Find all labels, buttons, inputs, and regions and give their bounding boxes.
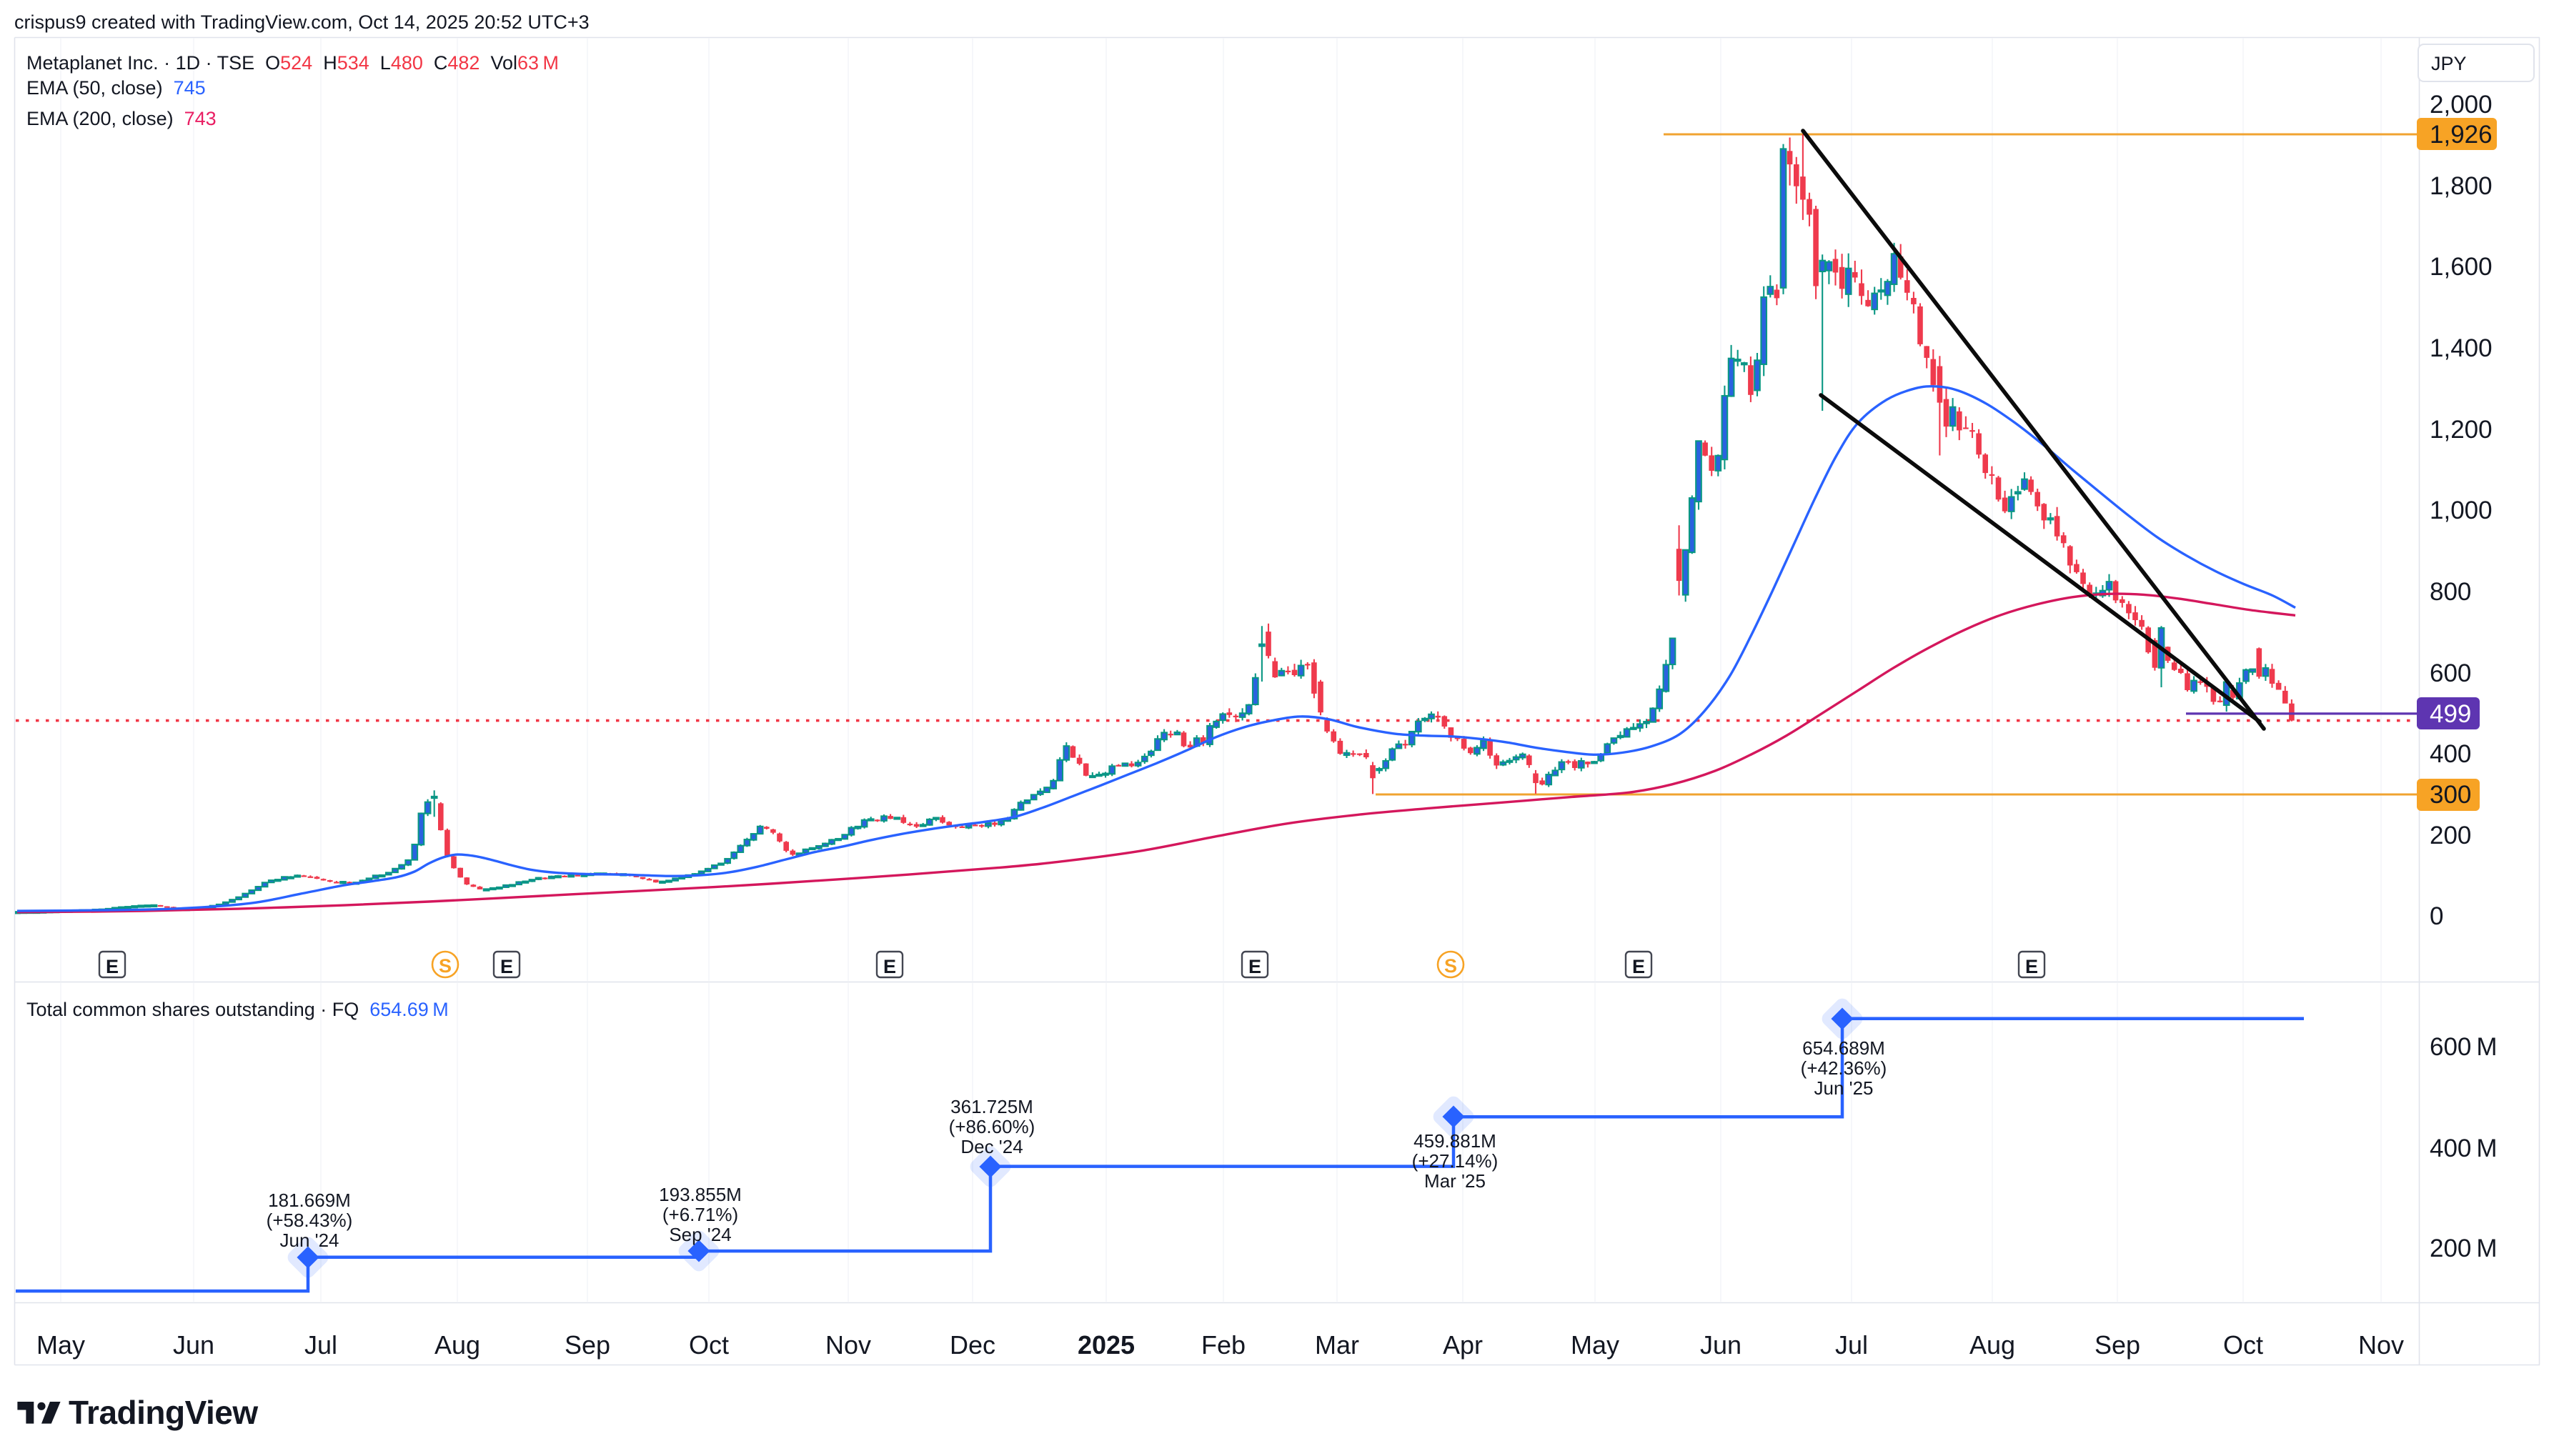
svg-text:181.669M: 181.669M [268,1190,351,1211]
svg-text:EMA (200, close) 743: EMA (200, close) 743 [26,108,217,129]
svg-text:Oct: Oct [689,1330,729,1360]
svg-text:S: S [439,955,452,977]
svg-text:Sep: Sep [565,1330,610,1360]
svg-text:459.881M: 459.881M [1413,1130,1496,1152]
svg-text:Jul: Jul [304,1330,337,1360]
svg-text:800: 800 [2430,578,2471,606]
svg-text:Apr: Apr [1443,1330,1483,1360]
svg-text:May: May [36,1330,85,1360]
svg-text:JPY: JPY [2431,53,2467,74]
svg-text:400 M: 400 M [2430,1135,2498,1162]
svg-text:1,000: 1,000 [2430,497,2493,524]
svg-text:200: 200 [2430,822,2471,849]
svg-text:1,200: 1,200 [2430,416,2493,444]
svg-text:E: E [106,956,119,977]
svg-text:Total common shares outstandin: Total common shares outstanding · FQ 654… [26,999,449,1020]
svg-text:Dec '24: Dec '24 [960,1136,1023,1157]
svg-text:Sep: Sep [2095,1330,2140,1360]
svg-text:400: 400 [2430,740,2471,768]
svg-text:Nov: Nov [2358,1330,2404,1360]
svg-text:2025: 2025 [1078,1330,1135,1360]
svg-text:Feb: Feb [1201,1330,1246,1360]
svg-text:1,926: 1,926 [2430,121,2493,149]
svg-text:1,400: 1,400 [2430,334,2493,362]
svg-text:Mar: Mar [1315,1330,1359,1360]
svg-text:Nov: Nov [825,1330,871,1360]
svg-text:Aug: Aug [1969,1330,2015,1360]
svg-text:Jun: Jun [1700,1330,1741,1360]
svg-text:Jun '25: Jun '25 [1814,1077,1873,1099]
svg-text:E: E [2025,956,2038,977]
svg-text:(+42.36%): (+42.36%) [1801,1057,1887,1079]
svg-text:600: 600 [2430,659,2471,687]
svg-text:TradingView: TradingView [69,1394,258,1431]
svg-text:Oct: Oct [2223,1330,2263,1360]
svg-text:Jun '24: Jun '24 [279,1230,339,1251]
svg-text:600 M: 600 M [2430,1033,2498,1061]
svg-text:193.855M: 193.855M [659,1184,742,1205]
svg-text:0: 0 [2430,902,2443,930]
svg-text:(+58.43%): (+58.43%) [267,1210,353,1231]
svg-text:(+27.14%): (+27.14%) [1412,1150,1499,1172]
svg-text:May: May [1571,1330,1619,1360]
svg-text:E: E [1632,956,1645,977]
svg-text:361.725M: 361.725M [950,1096,1033,1117]
svg-text:E: E [883,956,896,977]
svg-text:Jul: Jul [1835,1330,1868,1360]
svg-text:499: 499 [2430,700,2471,728]
svg-text:(+86.60%): (+86.60%) [949,1116,1035,1137]
svg-text:Jun: Jun [173,1330,214,1360]
svg-text:crispus9 created with TradingV: crispus9 created with TradingView.com, O… [14,11,590,33]
svg-text:E: E [1248,956,1261,977]
svg-text:654.689M: 654.689M [1802,1037,1885,1059]
svg-text:1,800: 1,800 [2430,172,2493,200]
svg-text:Sep '24: Sep '24 [669,1224,731,1245]
svg-text:300: 300 [2430,781,2471,809]
svg-text:Metaplanet Inc. · 1D · TSE O5: Metaplanet Inc. · 1D · TSE O524 H534 L48… [26,52,559,74]
svg-text:E: E [500,956,513,977]
svg-text:200 M: 200 M [2430,1235,2498,1262]
svg-text:Mar '25: Mar '25 [1424,1170,1486,1192]
svg-text:1,600: 1,600 [2430,253,2493,281]
svg-text:EMA (50, close) 745: EMA (50, close) 745 [26,77,206,99]
svg-text:S: S [1444,955,1457,977]
svg-text:(+6.71%): (+6.71%) [662,1204,738,1225]
svg-text:Aug: Aug [434,1330,480,1360]
svg-text:Dec: Dec [950,1330,995,1360]
svg-text:2,000: 2,000 [2430,91,2493,119]
